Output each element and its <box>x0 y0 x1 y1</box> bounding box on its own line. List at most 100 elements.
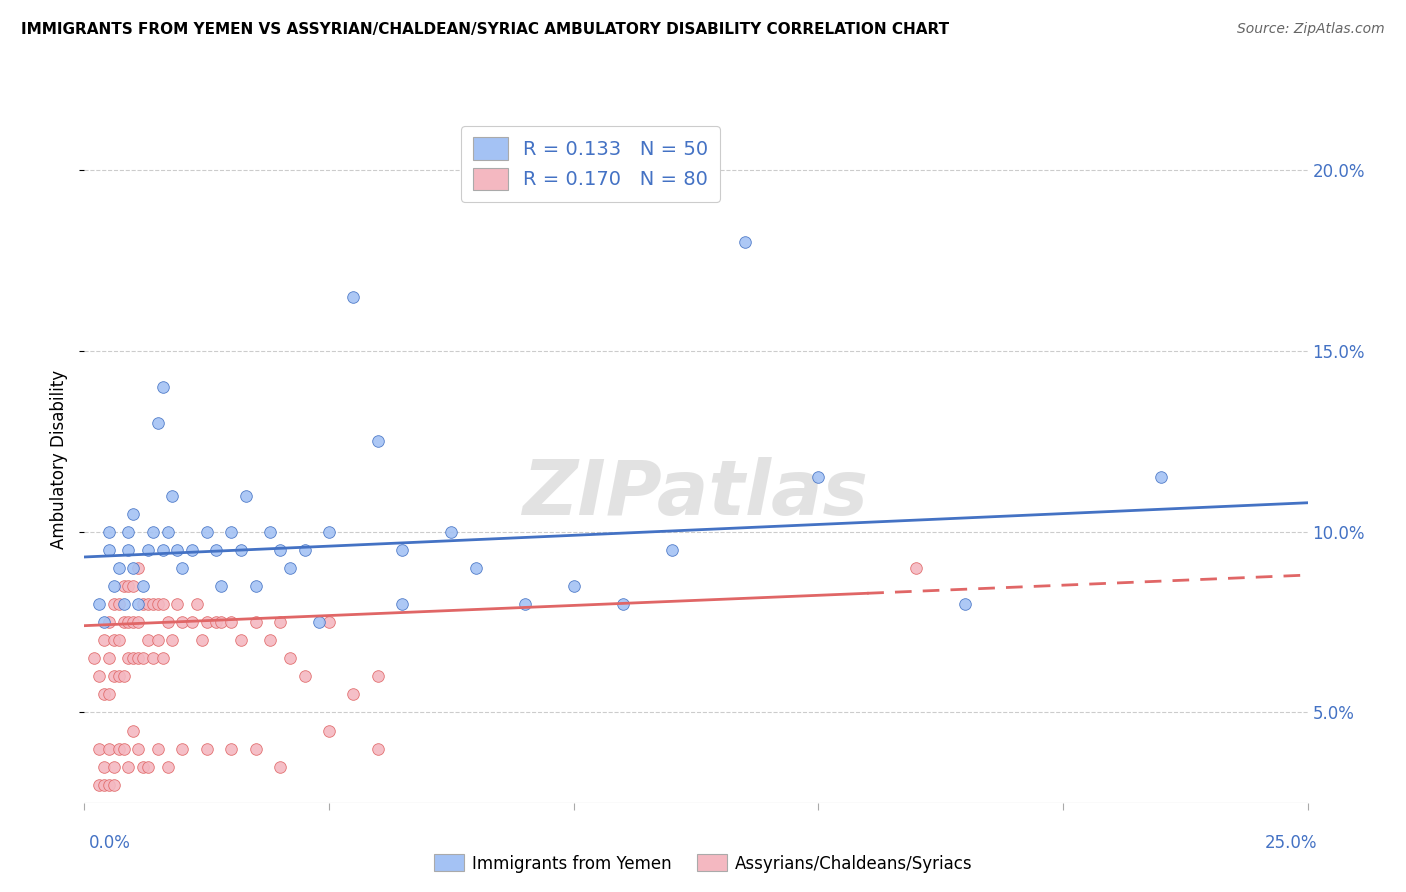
Point <box>513 597 536 611</box>
Point <box>146 416 169 430</box>
Point <box>367 741 389 756</box>
Point <box>122 579 145 593</box>
Point <box>156 759 179 773</box>
Point <box>166 542 188 557</box>
Point <box>146 633 169 648</box>
Point <box>166 597 188 611</box>
Point <box>278 651 301 665</box>
Point <box>97 542 120 557</box>
Point <box>367 669 389 683</box>
Point <box>905 561 928 575</box>
Point <box>209 579 232 593</box>
Point <box>278 561 301 575</box>
Point <box>142 524 165 539</box>
Point <box>186 597 208 611</box>
Point <box>97 741 120 756</box>
Point <box>464 561 486 575</box>
Point <box>219 524 242 539</box>
Point <box>205 542 228 557</box>
Point <box>195 741 218 756</box>
Point <box>127 651 149 665</box>
Point <box>117 524 139 539</box>
Point <box>146 741 169 756</box>
Point <box>612 597 634 611</box>
Point <box>136 633 159 648</box>
Point <box>103 669 125 683</box>
Point <box>219 741 242 756</box>
Point <box>229 542 252 557</box>
Text: 0.0%: 0.0% <box>89 834 131 852</box>
Point <box>205 615 228 629</box>
Point <box>245 741 267 756</box>
Point <box>162 489 184 503</box>
Point <box>172 741 194 756</box>
Point <box>391 597 413 611</box>
Point <box>97 651 120 665</box>
Point <box>807 470 830 484</box>
Point <box>269 615 291 629</box>
Point <box>107 561 129 575</box>
Point <box>172 561 194 575</box>
Point <box>191 633 214 648</box>
Point <box>229 633 252 648</box>
Point <box>440 524 463 539</box>
Text: IMMIGRANTS FROM YEMEN VS ASSYRIAN/CHALDEAN/SYRIAC AMBULATORY DISABILITY CORRELAT: IMMIGRANTS FROM YEMEN VS ASSYRIAN/CHALDE… <box>21 22 949 37</box>
Point <box>103 759 125 773</box>
Point <box>93 759 115 773</box>
Point <box>117 542 139 557</box>
Point <box>181 615 204 629</box>
Point <box>146 597 169 611</box>
Point <box>136 759 159 773</box>
Point <box>117 615 139 629</box>
Point <box>156 524 179 539</box>
Point <box>562 579 585 593</box>
Point <box>259 524 281 539</box>
Point <box>152 380 174 394</box>
Point <box>152 542 174 557</box>
Point <box>661 542 683 557</box>
Point <box>259 633 281 648</box>
Point <box>136 597 159 611</box>
Point <box>162 633 184 648</box>
Point <box>112 741 135 756</box>
Point <box>117 759 139 773</box>
Point <box>219 615 242 629</box>
Point <box>122 561 145 575</box>
Point <box>87 669 110 683</box>
Point <box>132 597 155 611</box>
Point <box>136 542 159 557</box>
Point <box>83 651 105 665</box>
Point <box>107 741 129 756</box>
Point <box>97 687 120 701</box>
Point <box>87 778 110 792</box>
Point <box>112 597 135 611</box>
Point <box>734 235 756 250</box>
Point <box>269 759 291 773</box>
Point <box>112 669 135 683</box>
Point <box>181 542 204 557</box>
Point <box>235 489 257 503</box>
Point <box>294 542 316 557</box>
Point <box>132 759 155 773</box>
Point <box>93 615 115 629</box>
Y-axis label: Ambulatory Disability: Ambulatory Disability <box>51 370 69 549</box>
Point <box>342 290 364 304</box>
Legend: R = 0.133   N = 50, R = 0.170   N = 80: R = 0.133 N = 50, R = 0.170 N = 80 <box>461 126 720 202</box>
Point <box>132 579 155 593</box>
Point <box>367 434 389 449</box>
Point <box>127 561 149 575</box>
Point <box>156 615 179 629</box>
Point <box>112 579 135 593</box>
Point <box>245 579 267 593</box>
Point <box>103 778 125 792</box>
Point <box>318 615 340 629</box>
Point <box>122 651 145 665</box>
Point <box>87 597 110 611</box>
Point <box>172 615 194 629</box>
Point <box>142 597 165 611</box>
Point <box>127 597 149 611</box>
Point <box>103 579 125 593</box>
Text: ZIPatlas: ZIPatlas <box>523 457 869 531</box>
Legend: Immigrants from Yemen, Assyrians/Chaldeans/Syriacs: Immigrants from Yemen, Assyrians/Chaldea… <box>427 847 979 880</box>
Point <box>1150 470 1173 484</box>
